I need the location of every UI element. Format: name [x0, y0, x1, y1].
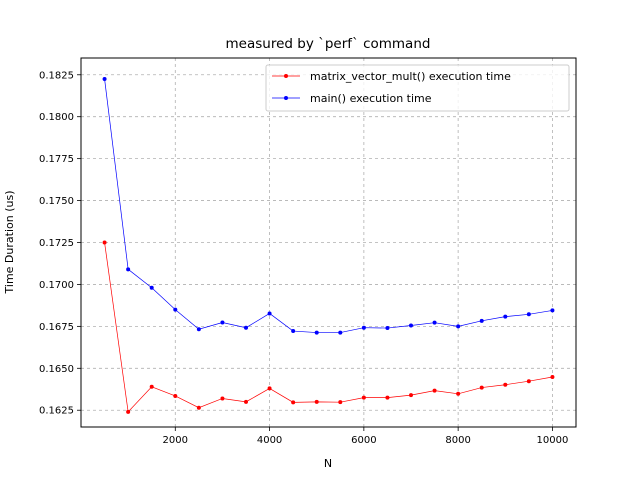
legend-label: main() execution time — [310, 92, 432, 105]
data-point — [314, 399, 319, 404]
x-axis-label: N — [324, 457, 332, 470]
data-point — [244, 399, 248, 404]
series-line — [104, 242, 553, 413]
data-point — [432, 320, 437, 325]
y-tick-label: 0.1725 — [39, 238, 74, 249]
data-point — [126, 267, 131, 272]
legend-label: matrix_vector_mult() execution time — [310, 70, 511, 83]
data-point — [291, 400, 296, 405]
series-group — [102, 76, 555, 414]
y-tick-label: 0.1750 — [39, 196, 74, 207]
data-point — [479, 385, 484, 390]
data-point — [385, 395, 390, 400]
data-point — [338, 400, 343, 405]
data-point — [338, 330, 343, 335]
data-point — [550, 308, 555, 313]
data-point — [456, 324, 461, 329]
x-tick-label: 4000 — [257, 435, 282, 446]
data-point — [149, 384, 154, 389]
data-point — [173, 307, 178, 312]
data-point — [503, 382, 508, 387]
data-point — [361, 395, 366, 400]
data-point — [173, 393, 178, 398]
x-tick-label: 10000 — [537, 435, 569, 446]
data-point — [526, 312, 531, 317]
y-tick-label: 0.1650 — [39, 364, 74, 375]
y-axis-label: Time Duration (us) — [3, 191, 16, 295]
data-point — [244, 325, 248, 330]
data-point — [102, 76, 107, 81]
data-point — [479, 318, 484, 323]
data-point — [385, 326, 390, 331]
data-point — [314, 330, 319, 335]
data-point — [550, 375, 555, 380]
y-tick-label: 0.1625 — [39, 406, 74, 417]
data-point — [126, 409, 131, 414]
data-point — [267, 311, 272, 316]
data-point — [196, 405, 201, 410]
chart-title: measured by `perf` command — [226, 36, 431, 52]
data-point — [291, 329, 296, 334]
data-point — [102, 240, 107, 245]
y-tick-label: 0.1700 — [39, 280, 74, 291]
data-point — [503, 314, 508, 319]
legend-box — [265, 64, 570, 112]
data-point — [409, 323, 413, 328]
data-point — [196, 327, 201, 332]
legend: matrix_vector_mult() execution time main… — [265, 64, 570, 112]
y-tick-label: 0.1825 — [39, 70, 74, 81]
y-tick-label: 0.1800 — [39, 112, 74, 123]
data-point — [526, 379, 531, 384]
series-1 — [102, 240, 555, 414]
x-tick-label: 8000 — [445, 435, 470, 446]
y-tick-label: 0.1775 — [39, 154, 74, 165]
x-tick-label: 2000 — [163, 435, 188, 446]
data-point — [220, 396, 225, 401]
series-2 — [102, 76, 555, 335]
data-point — [409, 393, 413, 398]
data-point — [432, 388, 437, 393]
axis-ticks: 2000 4000 6000 8000 10000 0.1625 0.1650 0.1675 0… — [39, 70, 568, 446]
data-point — [267, 386, 272, 391]
y-tick-label: 0.1675 — [39, 322, 74, 333]
data-point — [220, 320, 225, 325]
legend-swatch-marker — [284, 74, 288, 78]
data-point — [456, 391, 461, 396]
data-point — [149, 285, 154, 290]
legend-swatch-marker — [284, 96, 288, 100]
data-point — [361, 325, 366, 330]
x-tick-label: 6000 — [351, 435, 376, 446]
series-line — [104, 78, 553, 333]
